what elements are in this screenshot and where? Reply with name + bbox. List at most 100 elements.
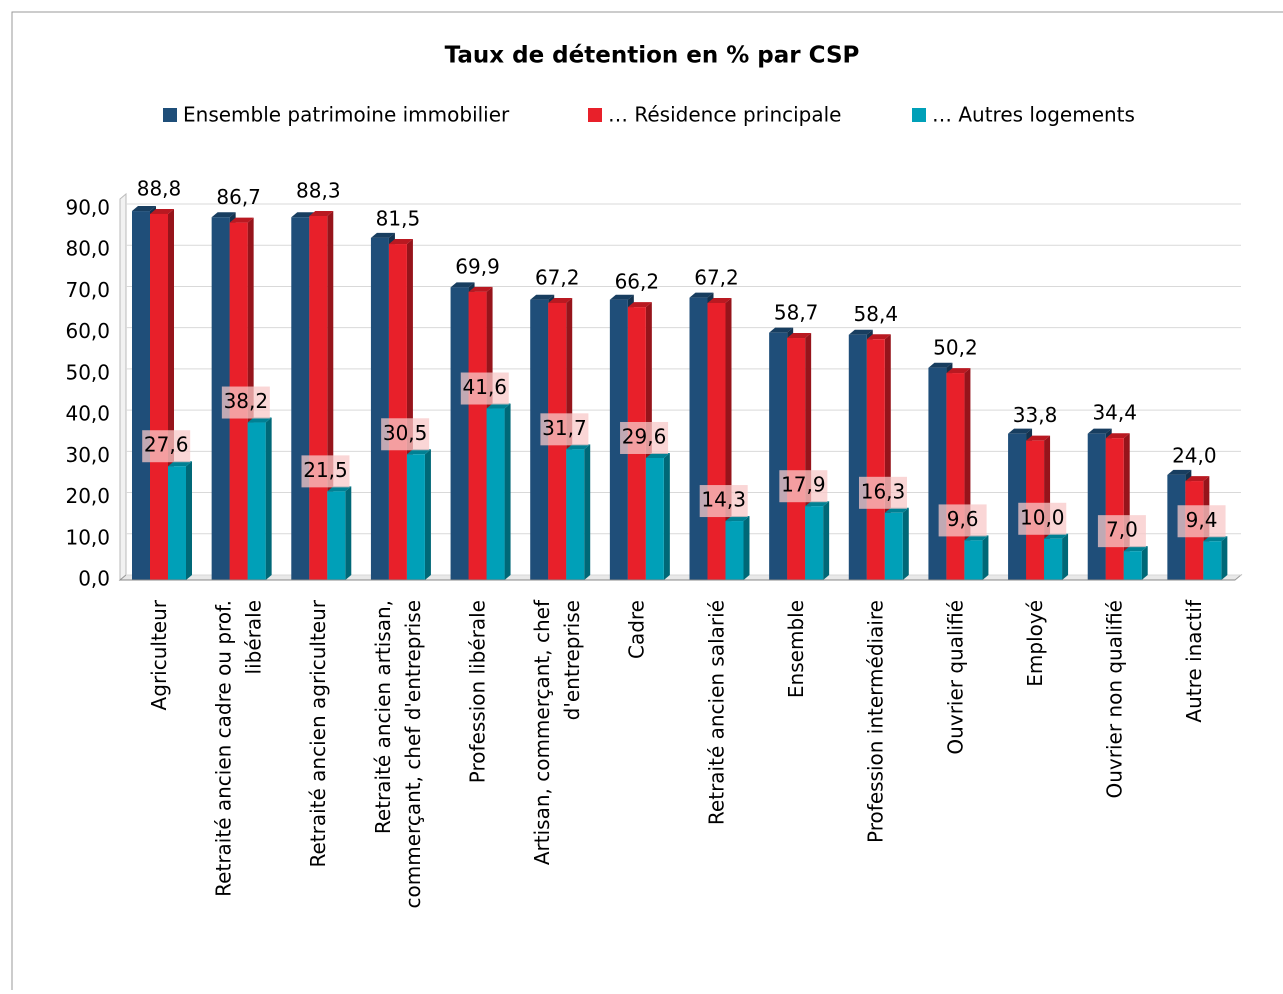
bar-top — [229, 217, 254, 223]
legend-label: Ensemble patrimoine immobilier — [183, 103, 510, 127]
bar-top — [486, 403, 511, 409]
bar-top — [866, 334, 891, 340]
bar — [1123, 551, 1142, 580]
bar — [645, 457, 664, 580]
data-label-bg — [1177, 505, 1226, 538]
bar — [450, 287, 469, 580]
y-tick-label: 80,0 — [65, 237, 110, 261]
bar-top — [1167, 469, 1192, 475]
bar-top — [707, 297, 732, 303]
bar-top — [168, 461, 192, 467]
y-tick-label: 60,0 — [65, 319, 110, 343]
data-label: 67,2 — [535, 265, 580, 289]
bar-side — [1221, 536, 1228, 580]
legend-label: … Résidence principale — [608, 103, 842, 127]
data-label-bg — [938, 504, 987, 537]
bar — [291, 217, 310, 580]
x-tick-label-line: Ouvrier qualifié — [943, 600, 967, 755]
bar-top — [548, 297, 573, 303]
data-label-bg — [699, 485, 748, 518]
bar-top — [468, 286, 493, 292]
bar — [707, 302, 726, 580]
bar-top — [1008, 428, 1033, 434]
data-label: 66,2 — [615, 270, 660, 294]
bar — [327, 491, 346, 580]
x-tick-label-line: Profession intermédiaire — [863, 600, 887, 843]
data-label: 29,6 — [622, 424, 667, 448]
bar-top — [566, 444, 591, 450]
x-tick-label-line: Ensemble — [783, 600, 807, 698]
bar — [1087, 433, 1106, 580]
y-tick-label: 90,0 — [65, 196, 110, 220]
bar-side — [424, 449, 431, 580]
data-label: 34,4 — [1092, 401, 1137, 425]
data-label: 58,7 — [774, 301, 819, 325]
y-tick-label: 0,0 — [78, 567, 110, 591]
data-label: 67,2 — [694, 265, 739, 289]
bar — [769, 332, 788, 580]
bar-top — [1105, 433, 1130, 439]
bar-top — [247, 417, 272, 423]
data-label: 10,0 — [1020, 505, 1065, 529]
x-tick-label: Retraité ancien cadre ou prof. libérale — [211, 600, 265, 897]
x-tick-label: Agriculteur — [146, 599, 170, 710]
data-label: 58,4 — [854, 302, 899, 326]
bar-top — [645, 452, 670, 458]
data-label: 50,2 — [933, 336, 978, 360]
bar — [247, 422, 266, 580]
data-label: 69,9 — [455, 254, 500, 278]
bar-side — [265, 417, 272, 580]
y-tick-label: 20,0 — [65, 484, 110, 508]
bar-top — [725, 516, 750, 522]
data-label: 16,3 — [861, 479, 906, 503]
bar-top — [388, 239, 413, 245]
bar-top — [211, 212, 236, 218]
bar — [884, 512, 903, 580]
bar — [150, 213, 168, 581]
bar — [168, 466, 186, 580]
legend-swatch — [912, 108, 926, 122]
bar-top — [1026, 435, 1051, 441]
x-tick-label-line: Cadre — [624, 600, 648, 659]
data-label: 9,4 — [1186, 508, 1218, 532]
data-label: 41,6 — [463, 375, 508, 399]
bar-top — [609, 294, 634, 300]
bar — [566, 449, 585, 580]
x-tick-label-line: Artisan, commerçant, chef — [530, 599, 554, 865]
bar-side — [823, 501, 830, 580]
bar — [946, 373, 965, 580]
x-tick-label-line: Ouvrier non qualifié — [1102, 600, 1126, 799]
x-tick-label-line: d'entreprise — [560, 600, 584, 720]
bar — [211, 217, 230, 580]
bar-top — [928, 362, 953, 368]
legend-swatch — [163, 108, 177, 122]
bar — [530, 299, 549, 580]
data-label: 38,2 — [224, 389, 269, 413]
bar-top — [627, 302, 652, 308]
x-tick-label-line: Autre inactif — [1182, 599, 1206, 723]
bar-top — [884, 507, 909, 513]
bar — [805, 506, 824, 580]
bar — [725, 521, 744, 580]
bar-top — [1044, 533, 1069, 539]
bar — [689, 297, 708, 580]
bar-top — [132, 206, 156, 212]
data-label: 14,3 — [701, 488, 746, 512]
bar-top — [1203, 536, 1228, 542]
x-tick-label: Ensemble — [783, 600, 807, 698]
bar — [609, 299, 628, 580]
bar-side — [982, 535, 989, 580]
data-label-bg — [142, 430, 191, 463]
bar-top — [848, 329, 873, 335]
y-tick-label: 30,0 — [65, 443, 110, 467]
x-tick-label-line: Retraité ancien agriculteur — [306, 599, 330, 867]
y-tick-label: 40,0 — [65, 402, 110, 426]
bar-top — [964, 535, 989, 541]
bar-top — [450, 282, 475, 288]
bar-top — [327, 486, 352, 492]
data-label-bg — [858, 476, 907, 509]
bar — [132, 211, 150, 581]
data-label: 81,5 — [376, 207, 421, 231]
bar — [928, 367, 947, 580]
bar-side — [504, 403, 511, 580]
